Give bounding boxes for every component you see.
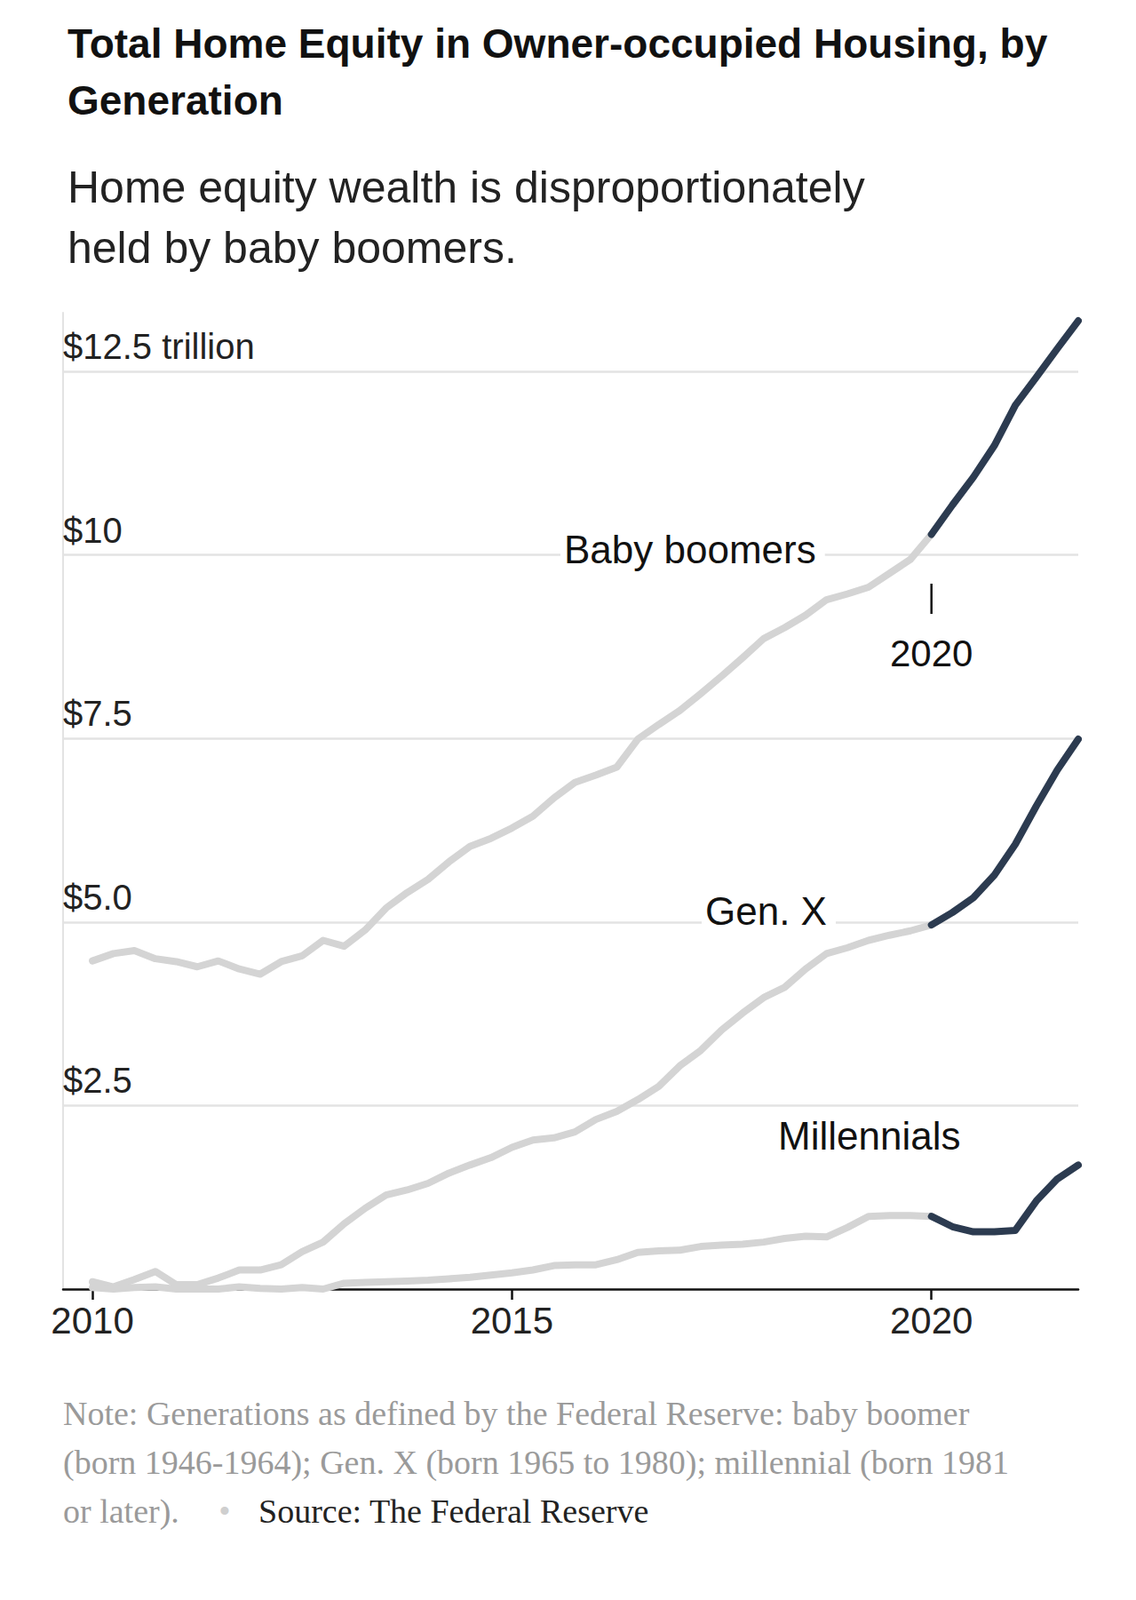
svg-text:Gen. X: Gen. X — [705, 889, 827, 933]
svg-text:or later).: or later). — [63, 1492, 180, 1531]
svg-text:$12.5 trillion: $12.5 trillion — [63, 326, 255, 366]
svg-text:$10: $10 — [63, 510, 123, 550]
svg-text:2015: 2015 — [470, 1299, 554, 1342]
svg-text:$2.5: $2.5 — [63, 1060, 133, 1100]
svg-text:Source: The Federal Reserve: Source: The Federal Reserve — [258, 1492, 649, 1530]
svg-text:Note: Generations as defined b: Note: Generations as defined by the Fede… — [63, 1394, 978, 1432]
svg-text:Home equity wealth is dispropo: Home equity wealth is disproportionately — [67, 162, 878, 213]
svg-text:(born 1946-1964); Gen. X (born: (born 1946-1964); Gen. X (born 1965 to 1… — [63, 1443, 1017, 1482]
svg-text:•: • — [218, 1492, 231, 1530]
svg-text:$5.0: $5.0 — [63, 877, 133, 917]
svg-text:Millennials: Millennials — [778, 1113, 961, 1158]
svg-text:Baby boomers: Baby boomers — [564, 527, 817, 572]
svg-text:Total Home Equity in Owner-occ: Total Home Equity in Owner-occupied Hous… — [67, 20, 1059, 67]
svg-text:2020: 2020 — [889, 632, 973, 675]
svg-text:2010: 2010 — [50, 1299, 134, 1342]
svg-text:held by baby boomers.: held by baby boomers. — [67, 222, 517, 273]
svg-text:Generation: Generation — [67, 77, 284, 124]
svg-text:$7.5: $7.5 — [63, 693, 133, 733]
svg-text:2020: 2020 — [889, 1299, 973, 1342]
